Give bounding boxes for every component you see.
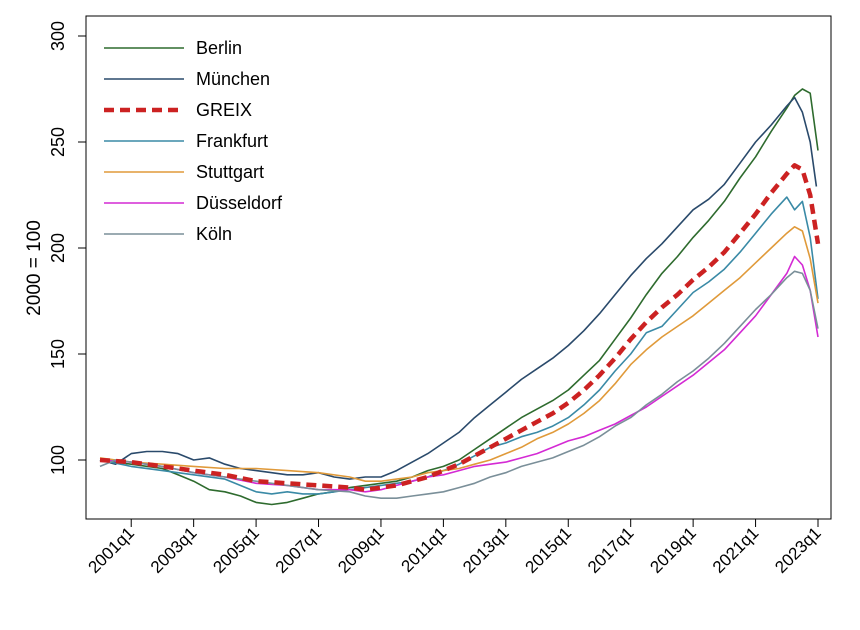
y-axis-label: 2000 = 100: [24, 220, 45, 316]
series-layer: [99, 88, 821, 506]
x-axis: 2001q1 2003q1 2005q1 2007q1 2009q1 2011q1 2013…: [84, 519, 825, 577]
series-line: [99, 88, 819, 506]
y-tick-label: 100: [48, 445, 68, 475]
y-tick-label: 300: [48, 21, 68, 51]
legend-label: Köln: [196, 224, 232, 244]
legend-label: Düsseldorf: [196, 193, 283, 213]
x-tick-label: 2005q1: [209, 523, 263, 577]
x-tick-label: 2023q1: [771, 523, 825, 577]
y-tick-label: 200: [48, 233, 68, 263]
x-tick-label: 2003q1: [147, 523, 201, 577]
x-tick-label: 2017q1: [584, 523, 638, 577]
y-tick-label: 150: [48, 339, 68, 369]
legend-label: GREIX: [196, 100, 252, 120]
x-tick-label: 2013q1: [459, 523, 513, 577]
x-tick-label: 2007q1: [272, 523, 326, 577]
plot-area: [85, 15, 832, 520]
x-tick-label: 2011q1: [398, 523, 451, 576]
x-tick-label: 2015q1: [522, 523, 576, 577]
y-tick-label: 250: [48, 127, 68, 157]
legend-label: Stuttgart: [196, 162, 264, 182]
legend: Berlin München GREIX Frankfurt Stuttgart Düss…: [104, 38, 283, 244]
x-tick-label: 2021q1: [709, 523, 763, 577]
legend-label: München: [196, 69, 270, 89]
series-line: [99, 96, 818, 480]
legend-label: Frankfurt: [196, 131, 268, 151]
series-line: [99, 226, 819, 482]
x-tick-label: 2001q1: [84, 523, 138, 577]
series-line: [99, 163, 821, 492]
legend-label: Berlin: [196, 38, 242, 58]
y-axis: 100 150 200 250 300: [48, 21, 86, 475]
x-tick-label: 2019q1: [646, 523, 700, 577]
series-line: [99, 196, 819, 495]
x-tick-label: 2009q1: [334, 523, 388, 577]
